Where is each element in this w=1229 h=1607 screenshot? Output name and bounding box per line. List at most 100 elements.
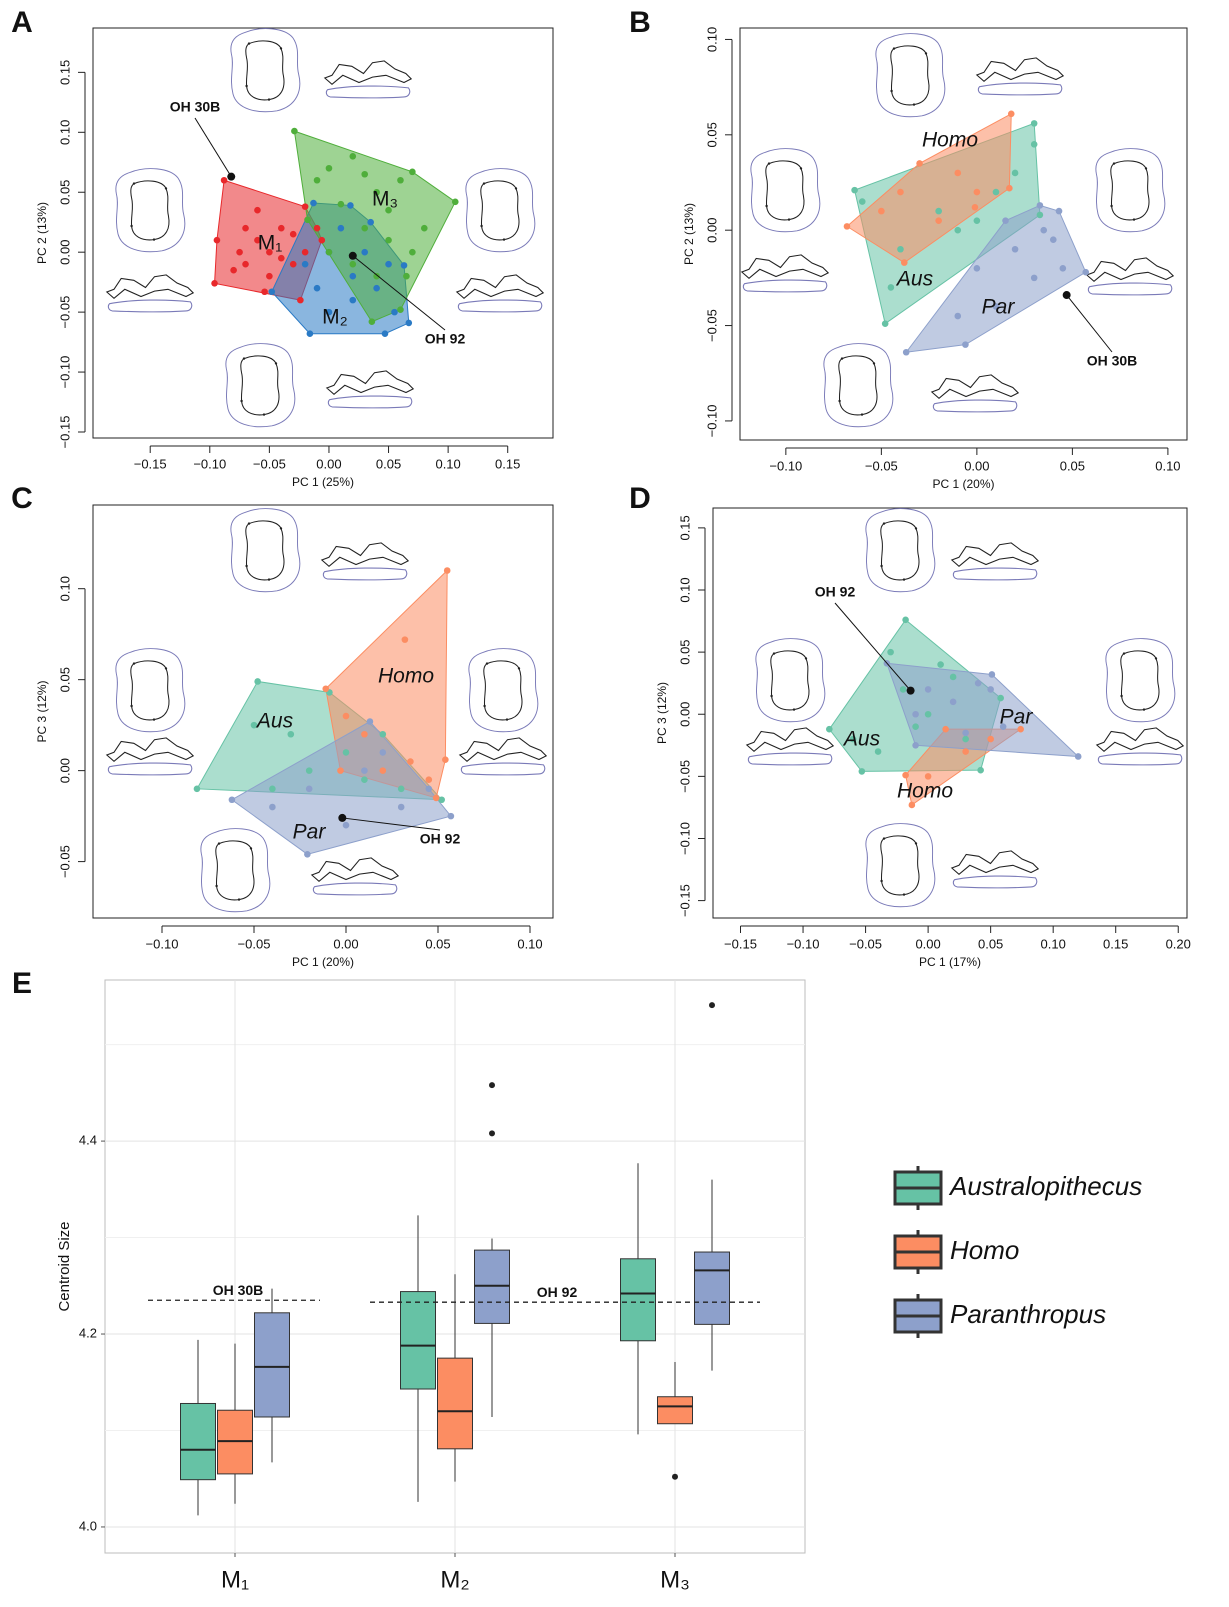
specimen-point xyxy=(289,260,297,268)
box xyxy=(620,1258,656,1342)
specimen-point xyxy=(325,164,333,172)
specimen-point xyxy=(1017,725,1024,733)
specimen-point xyxy=(385,236,392,244)
x-tick-label: −0.15 xyxy=(724,936,757,951)
specimen-point xyxy=(962,341,969,348)
specimen-point xyxy=(942,725,949,733)
y-tick-label: 0.15 xyxy=(57,60,72,85)
x-tick-label: 0.00 xyxy=(333,936,358,951)
specimen-point xyxy=(1036,202,1044,209)
specimen-point xyxy=(379,767,387,774)
box xyxy=(694,1251,730,1325)
group-label: M₂ xyxy=(322,306,348,329)
panel-letter: D xyxy=(629,482,651,515)
tooth-outline xyxy=(230,508,301,593)
specimen-point xyxy=(443,567,451,574)
specimen-point xyxy=(381,330,389,338)
tooth-outline xyxy=(106,274,194,313)
x-tick-label: −0.05 xyxy=(238,936,271,951)
tooth-outline xyxy=(456,274,544,313)
specimen-point xyxy=(858,198,866,205)
specimen-point xyxy=(954,226,962,234)
y-tick-label: 4.4 xyxy=(79,1133,97,1148)
specimen-point xyxy=(211,280,218,287)
panel-letter: C xyxy=(11,482,33,515)
specimen-point xyxy=(962,735,969,743)
specimen-point xyxy=(954,312,962,320)
x-tick-label: −0.10 xyxy=(787,936,820,951)
y-tick-label: 0.10 xyxy=(57,576,72,601)
tooth-outline xyxy=(1095,148,1166,233)
specimen-point xyxy=(325,308,333,316)
specimen-point xyxy=(373,272,380,280)
specimen-point xyxy=(897,188,904,196)
panel-letter: E xyxy=(12,967,32,1000)
specimen-point xyxy=(242,224,249,232)
specimen-point xyxy=(1011,169,1019,177)
specimen-point xyxy=(962,729,969,737)
tooth-outline xyxy=(311,857,399,896)
specimen-point xyxy=(228,796,236,804)
specimen-point xyxy=(438,796,445,804)
group-label: Aus xyxy=(842,728,881,751)
specimen-point xyxy=(306,330,314,338)
reference-label: OH 30B xyxy=(213,1282,264,1298)
panel-letter: B xyxy=(629,6,651,39)
tooth-outline xyxy=(750,148,821,233)
specimen-point xyxy=(987,686,994,693)
specimen-point xyxy=(912,742,919,749)
specimen-point xyxy=(361,170,369,178)
y-tick-label: 0.05 xyxy=(704,122,719,147)
specimen-point xyxy=(269,785,276,793)
reference-label: OH 92 xyxy=(537,1284,578,1300)
group-label: Par xyxy=(982,296,1016,319)
x-tick-label: 0.15 xyxy=(495,456,520,471)
specimen-point xyxy=(977,766,984,774)
box xyxy=(180,1402,216,1481)
y-axis-title: PC 2 (13%) xyxy=(35,202,49,264)
tooth-outline xyxy=(465,168,536,253)
x-axis-title: PC 1 (20%) xyxy=(932,477,994,491)
y-axis-title: Centroid Size xyxy=(56,1221,73,1311)
group-label: Par xyxy=(293,821,327,844)
box xyxy=(657,1396,693,1425)
specimen-point xyxy=(397,176,404,184)
specimen-point xyxy=(236,248,243,256)
specimen-point xyxy=(220,176,228,184)
specimen-point xyxy=(988,671,996,678)
y-tick-label: 0.00 xyxy=(704,218,719,243)
tooth-outline xyxy=(106,737,194,776)
tooth-outline xyxy=(321,542,409,581)
specimen-point xyxy=(897,245,904,253)
tooth-outline xyxy=(115,168,186,253)
x-tick-label: −0.10 xyxy=(146,936,179,951)
specimen-point xyxy=(407,758,414,765)
specimen-point xyxy=(385,260,392,268)
leader-line xyxy=(1066,294,1113,353)
specimen-point xyxy=(902,348,910,356)
y-axis-title: PC 2 (13%) xyxy=(682,203,696,265)
box xyxy=(437,1357,473,1450)
fossil-label: OH 92 xyxy=(425,331,466,347)
fossil-point xyxy=(906,686,915,695)
x-tick-label: 0.05 xyxy=(978,936,1003,951)
specimen-point xyxy=(366,718,374,725)
x-tick-label: −0.10 xyxy=(193,456,226,471)
y-axis-title: PC 3 (12%) xyxy=(655,682,669,744)
specimen-point xyxy=(373,188,380,196)
x-tick-label: M₁ xyxy=(221,1566,249,1593)
specimen-point xyxy=(289,230,297,238)
tooth-outline xyxy=(755,638,826,723)
specimen-point xyxy=(310,199,317,207)
x-tick-label: 0.00 xyxy=(316,456,341,471)
specimen-point xyxy=(451,198,459,206)
plot-frame xyxy=(712,507,1188,919)
y-tick-label: 0.10 xyxy=(677,577,692,602)
specimen-point xyxy=(992,188,1000,196)
specimen-point xyxy=(325,248,333,256)
specimen-point xyxy=(899,686,907,693)
x-tick-label: 0.05 xyxy=(425,936,450,951)
specimen-point xyxy=(420,224,428,232)
specimen-point xyxy=(337,200,345,208)
specimen-point xyxy=(268,288,276,296)
